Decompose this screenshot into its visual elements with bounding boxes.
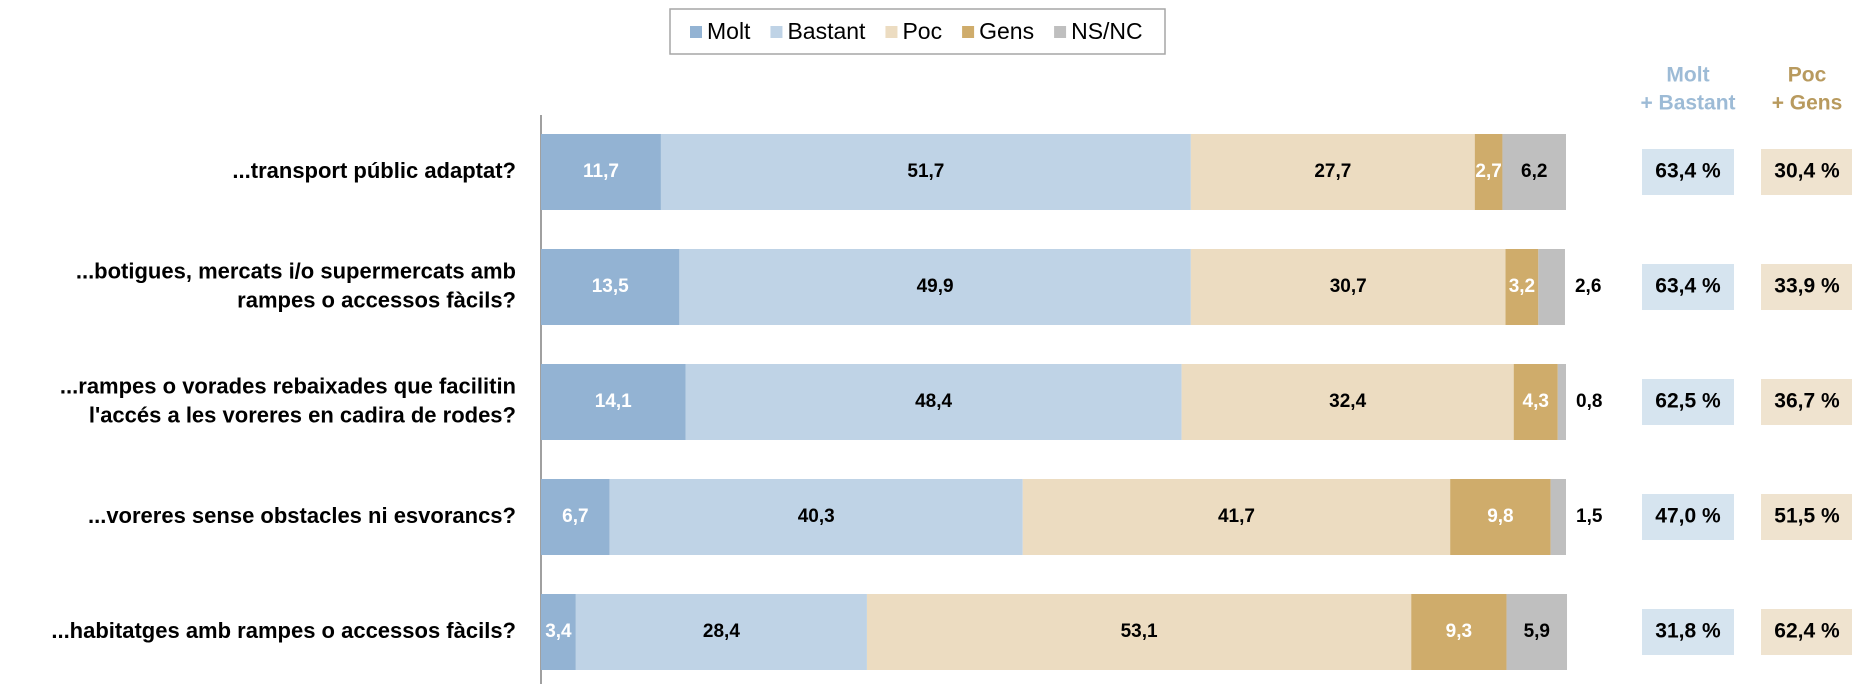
value-label: 9,8: [1487, 506, 1513, 527]
value-label: 28,4: [703, 621, 740, 642]
summary-value: 63,4 %: [1655, 160, 1721, 183]
legend-swatch: [885, 26, 898, 38]
summary-box: [1642, 494, 1734, 540]
bar-segment: [1450, 479, 1551, 555]
value-label: 11,7: [583, 161, 619, 182]
bar-segment: [541, 134, 661, 210]
value-label: 41,7: [1218, 506, 1255, 527]
value-label: 32,4: [1329, 391, 1366, 412]
legend-swatch: [690, 26, 702, 38]
legend-swatch: [962, 26, 975, 38]
bar-segment: [1550, 479, 1566, 555]
bar-segment: [541, 249, 680, 325]
bar-segment: [1474, 134, 1503, 210]
bar-segment: [609, 479, 1023, 555]
bar-segment: [1411, 594, 1507, 670]
legend-swatch: [1054, 26, 1067, 38]
summary-value: 63,4 %: [1655, 275, 1721, 298]
summary-title: + Bastant: [1640, 92, 1735, 115]
bar-segment: [575, 594, 867, 670]
summary-box: [1642, 264, 1734, 310]
summary-value: 31,8 %: [1655, 620, 1721, 643]
bar-segment: [679, 249, 1191, 325]
summary-box: [1761, 494, 1852, 540]
category-label: ...botigues, mercats i/o supermercats am…: [76, 258, 516, 283]
summary-box: [1642, 149, 1734, 195]
value-label: 3,4: [545, 621, 572, 642]
legend-label: Bastant: [787, 18, 866, 44]
value-label: 2,7: [1475, 161, 1501, 182]
legend-box: [669, 8, 1166, 55]
category-label: rampes o accessos fàcils?: [237, 287, 516, 312]
summary-value: 62,5 %: [1655, 390, 1721, 413]
summary-box: [1761, 609, 1852, 655]
bar-segment: [1181, 364, 1514, 440]
summary-box: [1761, 264, 1852, 310]
value-label: 2,6: [1575, 276, 1601, 297]
summary-value: 30,4 %: [1774, 160, 1840, 183]
value-label: 48,4: [915, 391, 952, 412]
summary-value: 62,4 %: [1774, 620, 1840, 643]
bar-segment: [1506, 594, 1568, 670]
value-label: 0,8: [1576, 391, 1602, 412]
legend-label: Poc: [902, 18, 942, 44]
value-label: 14,1: [595, 391, 632, 412]
value-label: 6,7: [562, 506, 588, 527]
category-label: ...rampes o vorades rebaixades que facil…: [60, 373, 516, 398]
bar-segment: [1513, 364, 1558, 440]
value-label: 3,2: [1509, 276, 1535, 297]
legend-label: Molt: [707, 18, 751, 44]
bar-segment: [1190, 249, 1506, 325]
legend-swatch: [770, 26, 783, 38]
value-label: 49,9: [917, 276, 954, 297]
summary-title: Poc: [1788, 64, 1827, 87]
legend-label: Gens: [979, 18, 1034, 44]
summary-value: 33,9 %: [1774, 275, 1840, 298]
summary-value: 36,7 %: [1774, 390, 1840, 413]
summary-box: [1761, 379, 1852, 425]
summary-value: 47,0 %: [1655, 505, 1721, 528]
summary-value: 51,5 %: [1774, 505, 1840, 528]
bar-segment: [1502, 134, 1566, 210]
value-label: 6,2: [1521, 161, 1547, 182]
bar-segment: [685, 364, 1182, 440]
value-label: 13,5: [592, 276, 629, 297]
category-label: l'accés a les voreres en cadira de rodes…: [89, 402, 516, 427]
summary-box: [1761, 149, 1852, 195]
value-label: 4,3: [1523, 391, 1549, 412]
bar-segment: [866, 594, 1412, 670]
value-label: 1,5: [1576, 506, 1603, 527]
value-label: 53,1: [1121, 621, 1158, 642]
bar-segment: [1557, 364, 1566, 440]
value-label: 40,3: [798, 506, 835, 527]
summary-title: Molt: [1666, 64, 1709, 87]
summary-title: + Gens: [1772, 92, 1843, 115]
category-label: ...transport públic adaptat?: [232, 158, 516, 183]
bar-segment: [660, 134, 1191, 210]
value-label: 30,7: [1330, 276, 1367, 297]
bar-segment: [1505, 249, 1539, 325]
legend-label: NS/NC: [1071, 18, 1143, 44]
bar-segment: [541, 594, 576, 670]
summary-box: [1642, 609, 1734, 655]
bar-segment: [1190, 134, 1475, 210]
value-label: 27,7: [1314, 161, 1351, 182]
summary-box: [1642, 379, 1734, 425]
bar-segment: [1022, 479, 1451, 555]
bar-segment: [541, 364, 686, 440]
value-label: 5,9: [1524, 621, 1550, 642]
bar-segment: [541, 479, 610, 555]
value-label: 51,7: [907, 161, 944, 182]
category-label: ...voreres sense obstacles ni esvorancs?: [88, 503, 516, 528]
bar-segment: [1538, 249, 1565, 325]
value-label: 9,3: [1446, 621, 1472, 642]
category-label: ...habitatges amb rampes o accessos fàci…: [51, 618, 516, 643]
